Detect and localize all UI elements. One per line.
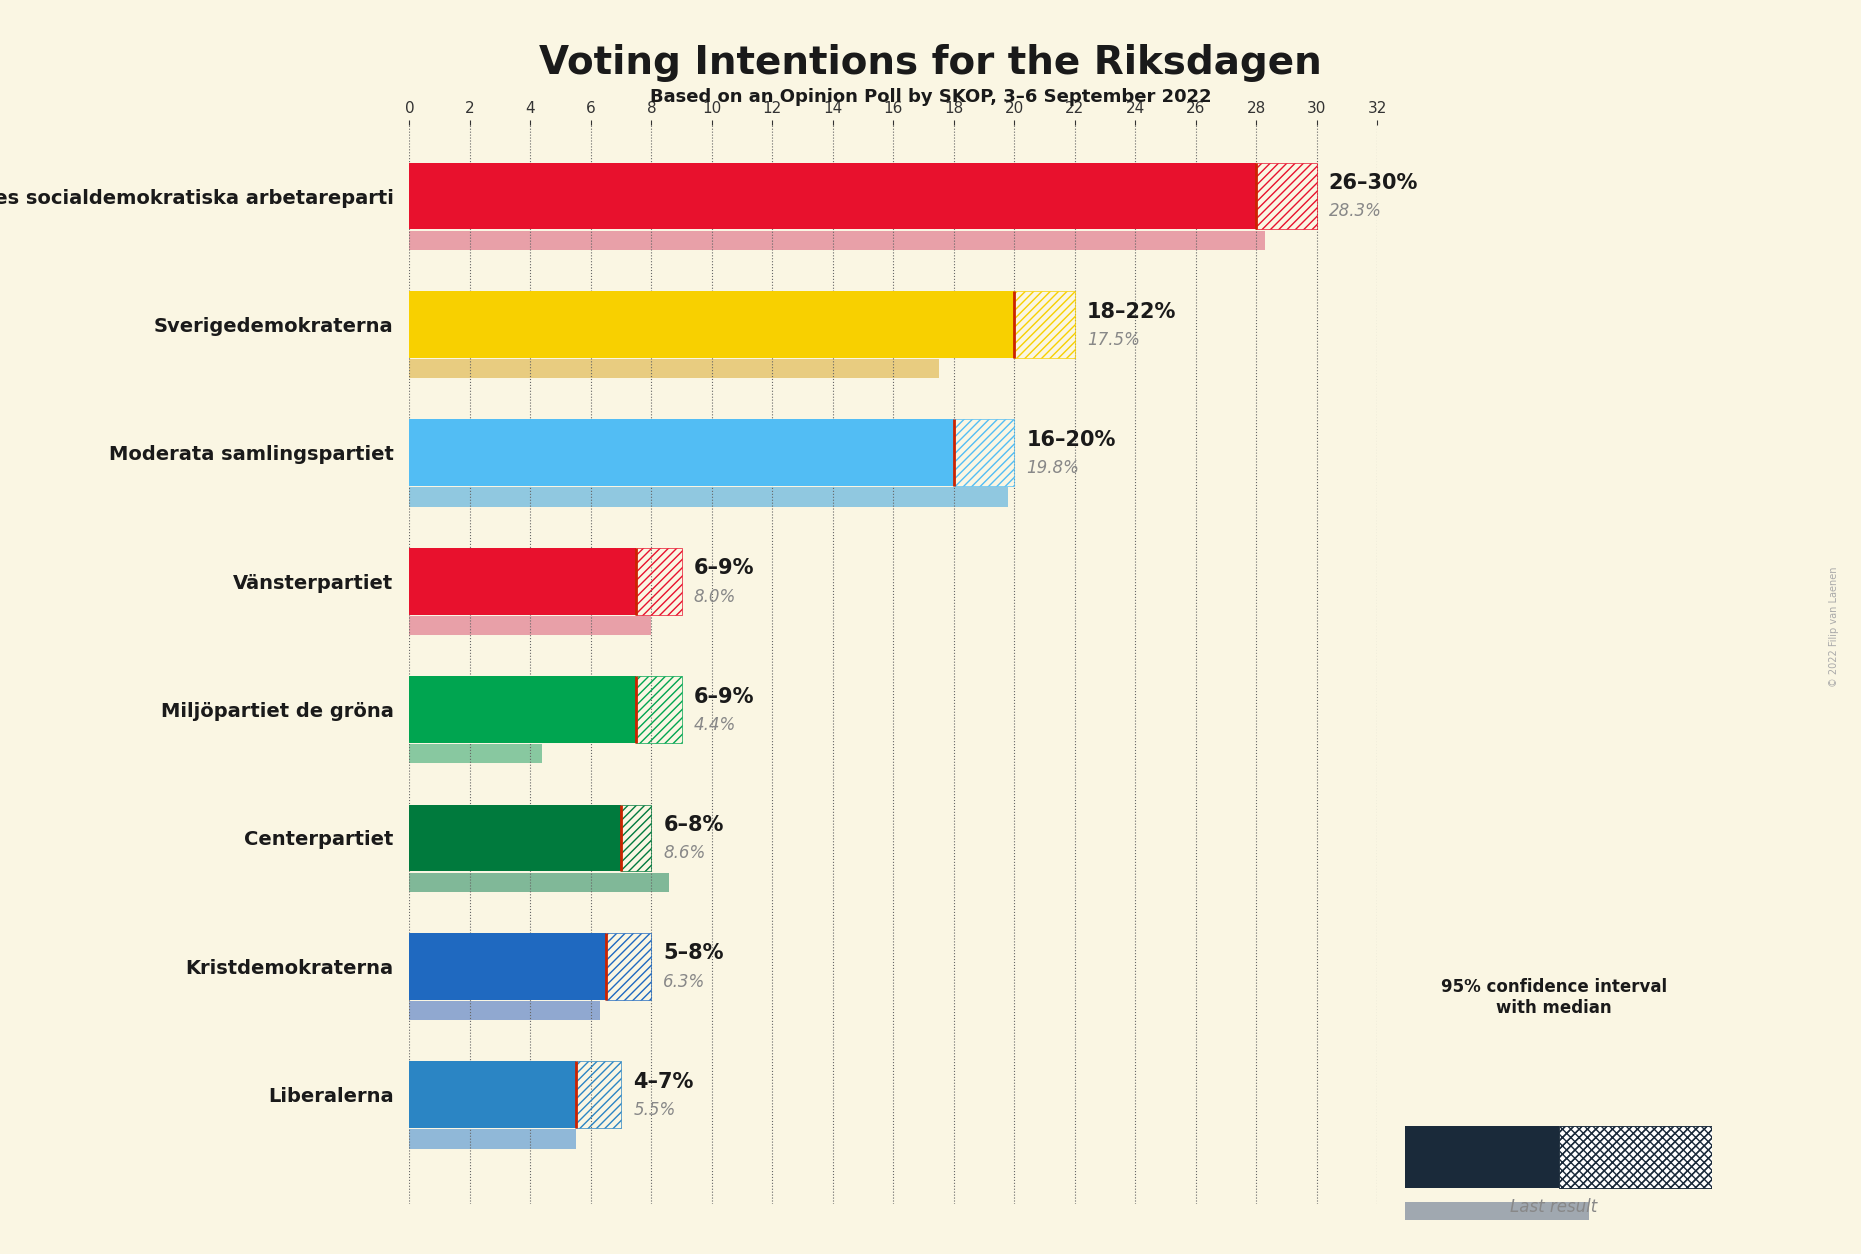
Text: 5–8%: 5–8% [664,943,724,963]
Text: 6–9%: 6–9% [694,687,754,707]
Bar [607,933,651,999]
Text: 16–20%: 16–20% [1025,430,1117,450]
Bar [409,359,938,379]
Text: 4–7%: 4–7% [633,1072,694,1092]
Text: 17.5%: 17.5% [1087,331,1139,349]
Bar [409,488,1009,507]
Bar [575,1061,622,1129]
Bar [409,1001,599,1021]
Bar [1560,1126,1712,1188]
Bar [409,291,953,357]
Text: Based on an Opinion Poll by SKOP, 3–6 September 2022: Based on an Opinion Poll by SKOP, 3–6 Se… [649,88,1212,105]
Bar [953,419,1014,487]
Text: 19.8%: 19.8% [1025,459,1079,478]
Text: Voting Intentions for the Riksdagen: Voting Intentions for the Riksdagen [540,44,1321,82]
Bar [409,933,560,999]
Text: 8.0%: 8.0% [694,588,735,606]
Text: 6–8%: 6–8% [664,815,724,835]
Bar [893,419,953,487]
Text: Last result: Last result [1511,1198,1597,1215]
Bar [560,933,607,999]
Bar [953,291,1014,357]
Text: 8.6%: 8.6% [664,844,705,863]
Bar [409,548,592,614]
Bar [409,873,670,892]
Bar [409,163,1195,229]
Text: 95% confidence interval
with median: 95% confidence interval with median [1440,978,1667,1017]
Bar [1014,291,1076,357]
Text: © 2022 Filip van Laenen: © 2022 Filip van Laenen [1829,567,1839,687]
Bar [592,676,636,742]
Text: 28.3%: 28.3% [1329,202,1381,221]
Bar [1405,1203,1589,1220]
Bar [636,676,681,742]
Bar [622,805,651,872]
Bar [409,805,592,872]
Bar [592,548,636,614]
Text: 5.5%: 5.5% [633,1101,676,1119]
Text: 18–22%: 18–22% [1087,301,1176,321]
Bar [409,616,651,635]
Bar [409,1130,575,1149]
Text: 26–30%: 26–30% [1329,173,1418,193]
Bar [530,1061,575,1129]
Bar [1256,163,1318,229]
Text: 6.3%: 6.3% [664,973,705,991]
Bar [1195,163,1256,229]
Bar [592,805,622,872]
Bar [409,1061,530,1129]
Bar [409,744,543,764]
Bar [409,419,893,487]
Bar [409,231,1265,250]
Text: 4.4%: 4.4% [694,716,735,734]
Bar [1560,1126,1712,1188]
Bar [636,548,681,614]
Bar [409,676,592,742]
Bar [1405,1126,1560,1188]
Text: 6–9%: 6–9% [694,558,754,578]
